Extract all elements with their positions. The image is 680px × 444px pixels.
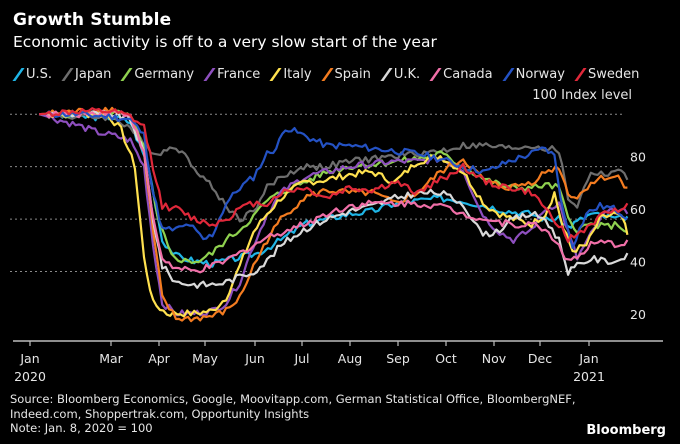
x-tick-label: Jan xyxy=(19,351,39,366)
y-tick-label: 80 xyxy=(630,150,646,165)
legend-label: Canada xyxy=(443,67,493,82)
legend-label: U.K. xyxy=(393,67,421,82)
series-line-germany xyxy=(39,109,628,265)
note-line: Note: Jan. 8, 2020 = 100 xyxy=(10,421,153,435)
x-tick-label: Mar xyxy=(99,351,123,366)
series-line-us xyxy=(39,111,629,268)
legend-item: U.S. xyxy=(12,67,53,82)
legend-label: France xyxy=(217,67,261,82)
series-line-japan xyxy=(39,112,629,223)
legend-item: Germany xyxy=(120,67,195,82)
legend-label: Italy xyxy=(283,67,312,82)
x-axis: Jan 2020 Mar Apr May Jun Jul Aug Sep Oct Nov Dec Jan… xyxy=(13,340,663,384)
legend-label: Norway xyxy=(515,67,565,82)
x-tick-label: Jul xyxy=(293,351,309,366)
legend: U.S. Japan Germany France Italy Spain U.K. Cana… xyxy=(12,67,640,82)
legend-item: France xyxy=(203,67,261,82)
series-lines xyxy=(38,106,629,323)
legend-label: Japan xyxy=(75,67,112,82)
legend-item: Sweden xyxy=(574,67,640,82)
source-line-1: Source: Bloomberg Economics, Google, Moo… xyxy=(10,392,576,406)
y-tick-label: 60 xyxy=(630,202,646,217)
x-tick-year-label: 2021 xyxy=(573,369,605,384)
legend-item: Norway xyxy=(502,67,565,82)
legend-item: U.K. xyxy=(380,67,421,82)
x-tick-year-label: 2020 xyxy=(14,369,46,384)
footer: Source: Bloomberg Economics, Google, Moo… xyxy=(10,392,576,436)
y-tick-label: 20 xyxy=(630,307,646,322)
series-line-norway xyxy=(39,110,628,249)
x-tick-label: Oct xyxy=(435,351,457,366)
series-line-france xyxy=(38,113,629,317)
series-line-canada xyxy=(39,109,629,274)
x-tick-label: Apr xyxy=(148,351,170,366)
series-line-sweden xyxy=(39,107,629,243)
x-tick-label: Dec xyxy=(528,351,552,366)
chart-subtitle: Economic activity is off to a very slow … xyxy=(13,33,437,51)
x-tick-label: Jun xyxy=(244,351,265,366)
x-tick-label: Nov xyxy=(482,351,507,366)
x-tick-label: Aug xyxy=(338,351,362,366)
legend-item: Canada xyxy=(429,67,493,82)
legend-item: Spain xyxy=(320,67,371,82)
legend-item: Italy xyxy=(269,67,312,82)
x-tick-label: Jan xyxy=(578,351,598,366)
unit-label: 100 Index level xyxy=(532,88,632,103)
grid-lines xyxy=(10,113,625,272)
legend-label: U.S. xyxy=(26,67,53,82)
x-tick-label: Sep xyxy=(386,351,410,366)
legend-label: Sweden xyxy=(587,67,640,82)
source-line-2: Indeed.com, Shoppertrak.com, Opportunity… xyxy=(10,406,310,421)
bloomberg-logo: Bloomberg xyxy=(586,423,666,438)
legend-label: Germany xyxy=(134,67,195,82)
legend-label: Spain xyxy=(334,67,371,82)
y-tick-label: 40 xyxy=(630,254,646,269)
x-tick-label: May xyxy=(192,351,218,366)
series-line-italy xyxy=(39,110,629,318)
y-axis: 20 40 60 80 xyxy=(630,150,646,322)
series-line-uk xyxy=(39,110,629,289)
chart-title: Growth Stumble xyxy=(13,10,172,30)
legend-item: Japan xyxy=(61,67,112,82)
